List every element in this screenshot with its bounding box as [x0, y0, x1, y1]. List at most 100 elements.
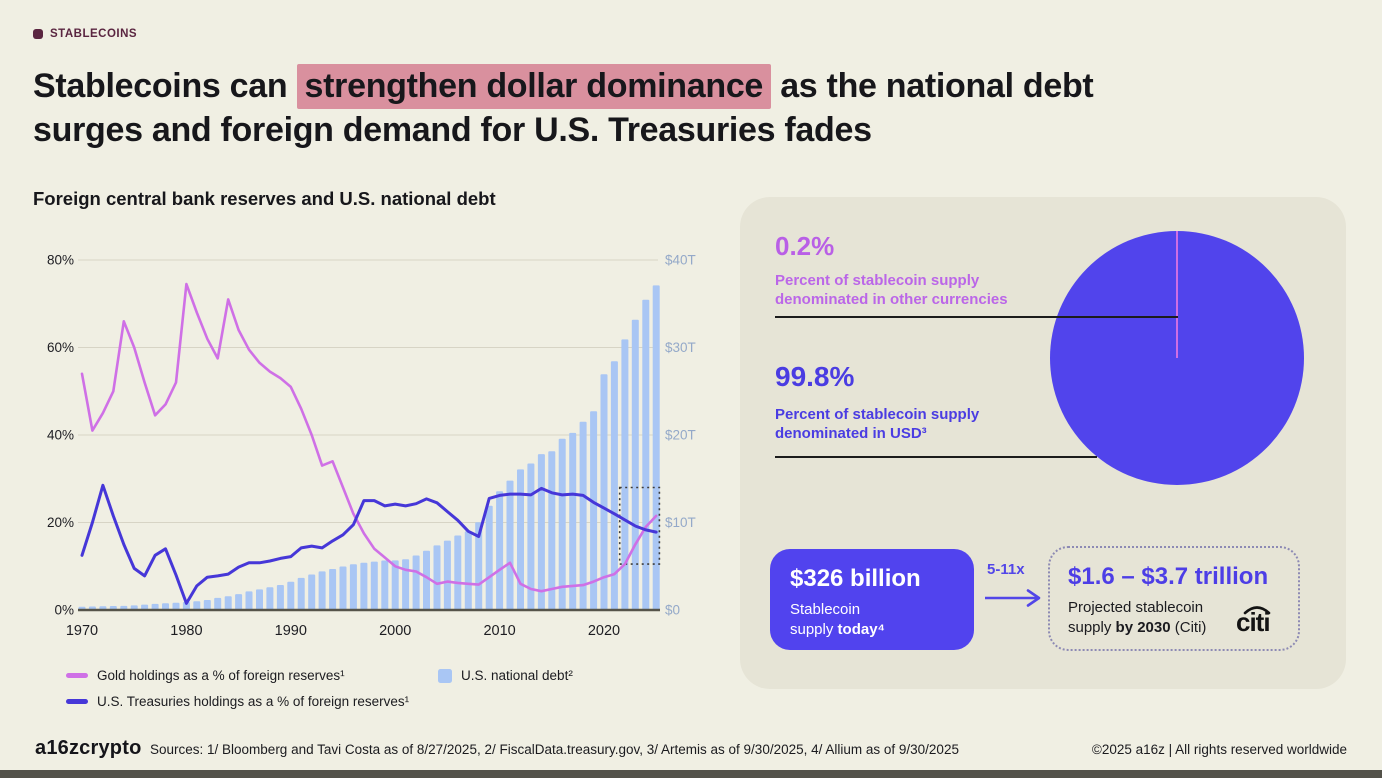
debt-bar	[454, 535, 462, 610]
stat-other-currencies-value: 0.2%	[775, 231, 835, 261]
projection-label-line1: Projected stablecoin	[1068, 599, 1204, 616]
x-axis-tick: 2010	[483, 623, 515, 639]
debt-bar	[360, 562, 368, 610]
title-line2: surges and foreign demand for U.S. Treas…	[33, 111, 872, 149]
debt-bar	[172, 602, 180, 610]
supply-label-line2: supply today⁴	[790, 620, 885, 638]
debt-bar	[151, 603, 159, 610]
stat-usd-value: 99.8%	[775, 361, 855, 392]
debt-bar	[548, 451, 556, 610]
debt-bar	[297, 577, 305, 610]
stablecoin-panel: 0.2% Percent of stablecoin supply denomi…	[740, 197, 1346, 689]
treasuries-line-swatch-icon	[66, 699, 88, 704]
legend-label-gold: Gold holdings as a % of foreign reserves…	[97, 668, 345, 683]
supply-label-line1: Stablecoin	[790, 601, 861, 618]
reserves-debt-chart: 0% $0 20% $10T 40% $20T 60% $30T 80% $40T 1970 1980…	[47, 253, 696, 640]
gold-line	[80, 282, 658, 593]
left-axis-tick: 20%	[47, 515, 74, 530]
chart-annotation-box	[618, 486, 661, 565]
stat-usd-label-line1: Percent of stablecoin supply	[775, 406, 980, 423]
callout-line-usd	[775, 456, 1097, 458]
debt-bar	[475, 522, 483, 610]
treasuries-line	[80, 483, 658, 605]
x-axis-tick: 2020	[588, 623, 620, 639]
eyebrow-label: STABLECOINS	[50, 28, 138, 40]
debt-bar	[193, 601, 201, 611]
debt-bar	[349, 564, 357, 610]
title-segment: as the national debt	[771, 67, 1094, 105]
stat-other-label-line2: denominated in other currencies	[775, 291, 1008, 308]
debt-bar	[276, 585, 284, 610]
debt-bar	[621, 339, 629, 610]
debt-bar	[224, 596, 232, 610]
legend-item-gold: Gold holdings as a % of foreign reserves…	[66, 668, 345, 683]
projection-label: Projected stablecoin supply by 2030 (Cit…	[1068, 598, 1280, 637]
right-axis-tick: $30T	[665, 340, 696, 355]
debt-bar	[527, 463, 535, 610]
debt-bar	[631, 319, 639, 610]
x-axis-tick: 1980	[170, 623, 202, 639]
debt-bar	[443, 540, 451, 610]
projection-label-line2: supply by 2030 (Citi)	[1068, 618, 1207, 636]
debt-bar	[652, 285, 660, 610]
x-axis-tick: 1990	[275, 623, 307, 639]
copyright-text: ©2025 a16z | All rights reserved worldwi…	[1091, 742, 1347, 757]
debt-bar	[381, 560, 389, 610]
debt-bar	[569, 432, 577, 610]
debt-bar	[496, 491, 504, 610]
right-arrow-icon	[985, 589, 1041, 607]
debt-bar	[600, 374, 608, 610]
debt-bar	[412, 555, 420, 610]
debt-bar	[318, 571, 326, 610]
debt-bar	[610, 361, 618, 610]
svg-text:citi: citi	[1236, 607, 1270, 637]
debt-bar	[182, 602, 190, 610]
stat-other-currencies-label: Percent of stablecoin supply denominated…	[775, 271, 1008, 309]
debt-bar	[339, 566, 347, 610]
debt-bar	[537, 454, 545, 610]
debt-bar	[162, 603, 169, 610]
projection-value: $1.6 – $3.7 trillion	[1068, 563, 1269, 590]
debt-bar	[256, 589, 263, 610]
callout-line-other-currencies	[775, 316, 1178, 318]
stablecoin-pie-chart	[1050, 231, 1304, 485]
gold-line-swatch-icon	[66, 673, 88, 678]
stat-usd-label-line2: denominated in USD³	[775, 425, 927, 442]
debt-bar	[642, 299, 650, 610]
projection-card: $1.6 – $3.7 trillion Projected stablecoi…	[1048, 546, 1300, 651]
debt-bar	[517, 469, 524, 610]
legend-label-treasuries: U.S. Treasuries holdings as a % of forei…	[97, 694, 410, 709]
debt-bar	[558, 438, 566, 610]
debt-bar	[433, 545, 441, 610]
a16zcrypto-logo: a16zcrypto	[35, 737, 142, 759]
supply-label: Stablecoin supply today⁴	[790, 600, 954, 639]
citi-logo: citi	[1236, 606, 1271, 637]
legend-item-debt: U.S. national debt²	[438, 668, 573, 683]
debt-bar	[423, 550, 430, 610]
left-axis-tick: 60%	[47, 340, 74, 355]
title-segment: Stablecoins can	[33, 67, 297, 105]
sources-text: Sources: 1/ Bloomberg and Tavi Costa as …	[150, 742, 959, 757]
debt-bar	[214, 597, 222, 610]
bottom-edge-strip	[0, 770, 1382, 778]
x-axis-tick: 2000	[379, 623, 411, 639]
debt-bar	[506, 480, 514, 610]
legend-item-treasuries: U.S. Treasuries holdings as a % of forei…	[66, 694, 409, 709]
debt-bar	[245, 591, 253, 610]
debt-bar	[287, 581, 295, 610]
left-axis-tick: 40%	[47, 428, 74, 443]
debt-bar	[579, 421, 587, 610]
stat-usd-label: Percent of stablecoin supply denominated…	[775, 405, 979, 443]
eyebrow: STABLECOINS	[33, 28, 137, 40]
page-title: Stablecoins can strengthen dollar domina…	[33, 64, 1323, 152]
eyebrow-square-icon	[33, 29, 43, 39]
debt-bar	[141, 604, 149, 610]
left-axis-tick: 0%	[54, 603, 74, 618]
debt-bar	[391, 560, 399, 610]
supply-card: $326 billion Stablecoin supply today⁴	[770, 549, 974, 650]
right-axis-tick: $0	[665, 603, 680, 618]
debt-bar-swatch-icon	[438, 668, 452, 683]
debt-bar	[266, 587, 274, 611]
debt-bar	[464, 531, 472, 610]
